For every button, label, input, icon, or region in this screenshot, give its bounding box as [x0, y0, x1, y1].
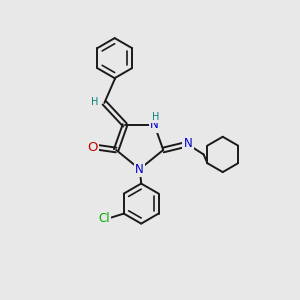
- Text: N: N: [184, 137, 192, 150]
- Text: H: H: [152, 112, 160, 122]
- Text: O: O: [87, 141, 98, 154]
- Text: H: H: [91, 97, 99, 107]
- Text: Cl: Cl: [98, 212, 110, 224]
- Text: N: N: [135, 163, 144, 176]
- Text: N: N: [150, 118, 159, 131]
